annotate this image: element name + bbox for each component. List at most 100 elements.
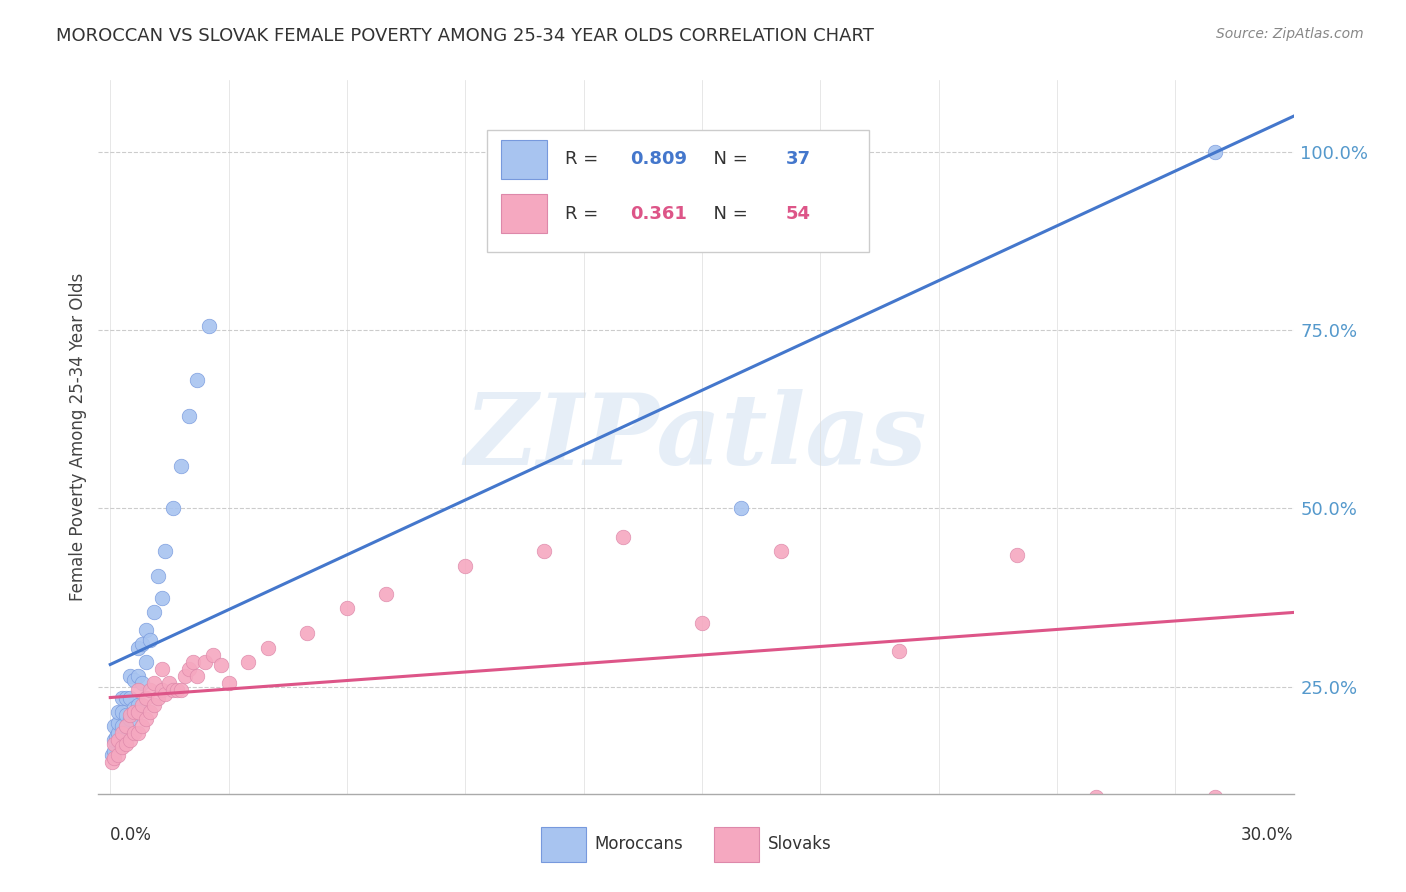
Point	[111, 705, 134, 719]
Text: N =: N =	[702, 150, 754, 168]
Text: 54: 54	[786, 205, 811, 223]
Point	[155, 544, 177, 558]
Point	[107, 715, 129, 730]
Point	[138, 683, 160, 698]
Point	[150, 683, 173, 698]
Point	[122, 701, 145, 715]
Point	[127, 698, 149, 712]
Point	[194, 655, 217, 669]
Point	[198, 319, 221, 334]
Point	[166, 683, 188, 698]
Point	[612, 530, 634, 544]
Point	[162, 683, 184, 698]
Point	[103, 744, 125, 758]
Point	[186, 373, 208, 387]
Point	[138, 705, 160, 719]
Text: ZIPatlas: ZIPatlas	[465, 389, 927, 485]
Point	[150, 662, 173, 676]
Text: R =: R =	[565, 150, 603, 168]
Point	[135, 623, 157, 637]
FancyBboxPatch shape	[501, 194, 547, 234]
FancyBboxPatch shape	[501, 139, 547, 178]
Point	[127, 683, 149, 698]
Point	[127, 640, 149, 655]
Point	[375, 587, 398, 601]
Text: Moroccans: Moroccans	[595, 835, 683, 853]
Point	[769, 544, 792, 558]
Point	[127, 669, 149, 683]
Point	[157, 676, 180, 690]
Point	[115, 690, 138, 705]
Point	[174, 669, 197, 683]
Point	[1204, 145, 1226, 159]
Point	[186, 669, 208, 683]
Point	[107, 726, 129, 740]
Point	[336, 601, 359, 615]
Point	[115, 708, 138, 723]
Point	[115, 719, 138, 733]
Text: MOROCCAN VS SLOVAK FEMALE POVERTY AMONG 25-34 YEAR OLDS CORRELATION CHART: MOROCCAN VS SLOVAK FEMALE POVERTY AMONG …	[56, 27, 875, 45]
Point	[887, 644, 910, 658]
Point	[118, 690, 141, 705]
Point	[162, 501, 184, 516]
Point	[1007, 548, 1029, 562]
Point	[142, 605, 165, 619]
FancyBboxPatch shape	[541, 828, 586, 862]
Point	[454, 558, 477, 573]
Point	[131, 698, 153, 712]
Point	[107, 733, 129, 747]
Point	[127, 726, 149, 740]
Point	[111, 719, 134, 733]
Point	[533, 544, 555, 558]
Point	[118, 712, 141, 726]
Point	[115, 737, 138, 751]
Point	[146, 569, 169, 583]
Point	[122, 705, 145, 719]
Text: N =: N =	[702, 205, 754, 223]
Point	[1204, 790, 1226, 805]
Point	[138, 633, 160, 648]
Point	[107, 747, 129, 762]
Text: 37: 37	[786, 150, 811, 168]
Point	[179, 409, 201, 423]
Point	[257, 640, 280, 655]
Text: R =: R =	[565, 205, 603, 223]
Point	[131, 637, 153, 651]
Point	[170, 683, 193, 698]
Point	[101, 747, 124, 762]
Point	[131, 719, 153, 733]
Text: Source: ZipAtlas.com: Source: ZipAtlas.com	[1216, 27, 1364, 41]
Point	[105, 730, 128, 744]
Text: 0.0%: 0.0%	[110, 826, 152, 844]
Point	[135, 712, 157, 726]
Point	[127, 705, 149, 719]
Point	[170, 458, 193, 473]
FancyBboxPatch shape	[714, 828, 759, 862]
Point	[155, 687, 177, 701]
Point	[103, 751, 125, 765]
Point	[122, 726, 145, 740]
Point	[118, 708, 141, 723]
Point	[111, 726, 134, 740]
Point	[135, 655, 157, 669]
Point	[690, 615, 713, 630]
Point	[142, 698, 165, 712]
Point	[111, 690, 134, 705]
Point	[101, 755, 124, 769]
Point	[181, 655, 204, 669]
Point	[103, 737, 125, 751]
Text: 0.809: 0.809	[630, 150, 688, 168]
Point	[103, 719, 125, 733]
Point	[146, 690, 169, 705]
Point	[135, 690, 157, 705]
Point	[118, 669, 141, 683]
Point	[150, 591, 173, 605]
Point	[179, 662, 201, 676]
Point	[201, 648, 224, 662]
Point	[122, 673, 145, 687]
Point	[142, 676, 165, 690]
Text: 30.0%: 30.0%	[1241, 826, 1294, 844]
Text: 0.361: 0.361	[630, 205, 688, 223]
FancyBboxPatch shape	[486, 130, 869, 252]
Point	[118, 733, 141, 747]
